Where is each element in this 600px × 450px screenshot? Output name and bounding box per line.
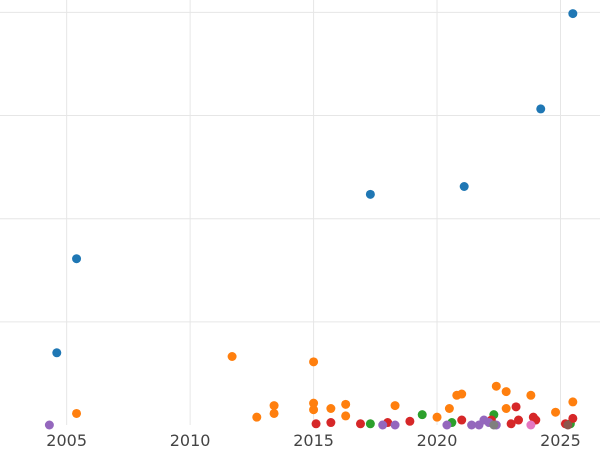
scatter-point <box>511 402 521 412</box>
scatter-point <box>405 416 415 426</box>
scatter-point <box>568 9 578 19</box>
x-tick-labels: 2005 2010 2015 2020 2025 <box>46 431 581 450</box>
scatter-point <box>536 104 546 114</box>
scatter-point <box>390 401 400 411</box>
scatter-point <box>309 398 319 408</box>
scatter-point <box>467 420 477 430</box>
scatter-point <box>444 403 454 413</box>
scatter-point <box>269 401 279 411</box>
scatter-point <box>378 420 388 430</box>
scatter-point <box>72 408 82 418</box>
scatter-point <box>72 254 82 264</box>
scatter-point <box>44 420 54 430</box>
x-tick-label: 2005 <box>46 431 87 450</box>
scatter-point <box>326 418 336 428</box>
scatter-point <box>568 413 578 423</box>
scatter-point <box>355 419 365 429</box>
scatter-point <box>309 405 319 415</box>
x-tick-label: 2015 <box>293 431 334 450</box>
scatter-point <box>457 415 467 425</box>
scatter-point <box>526 390 536 400</box>
scatter-point <box>551 407 561 417</box>
scatter-point <box>501 403 511 413</box>
scatter-point <box>442 420 452 430</box>
scatter-point <box>432 412 442 422</box>
x-tick-label: 2025 <box>540 431 581 450</box>
scatter-point <box>227 352 237 362</box>
scatter-point <box>489 420 499 430</box>
scatter-point <box>563 420 573 430</box>
scatter-point <box>309 357 319 367</box>
scatter-point <box>506 419 516 429</box>
scatter-point <box>501 387 511 397</box>
scatter-point <box>269 408 279 418</box>
scatter-point <box>341 399 351 409</box>
grid-layer <box>0 0 600 425</box>
scatter-point <box>311 419 321 429</box>
x-tick-label: 2020 <box>417 431 458 450</box>
scatter-point <box>459 182 469 192</box>
scatter-point <box>514 415 524 425</box>
scatter-point <box>526 420 536 430</box>
scatter-point <box>341 411 351 421</box>
x-tick-label: 2010 <box>170 431 211 450</box>
scatter-point <box>457 389 467 399</box>
scatter-point <box>365 419 375 429</box>
scatter-point <box>326 403 336 413</box>
scatter-point <box>568 397 578 407</box>
scatter-point <box>390 420 400 430</box>
scatter-point <box>252 412 262 422</box>
data-points <box>44 9 578 430</box>
scatter-point <box>417 410 427 420</box>
scatter-point <box>365 189 375 199</box>
scatter-point <box>491 381 501 391</box>
scatter-point <box>52 348 62 358</box>
